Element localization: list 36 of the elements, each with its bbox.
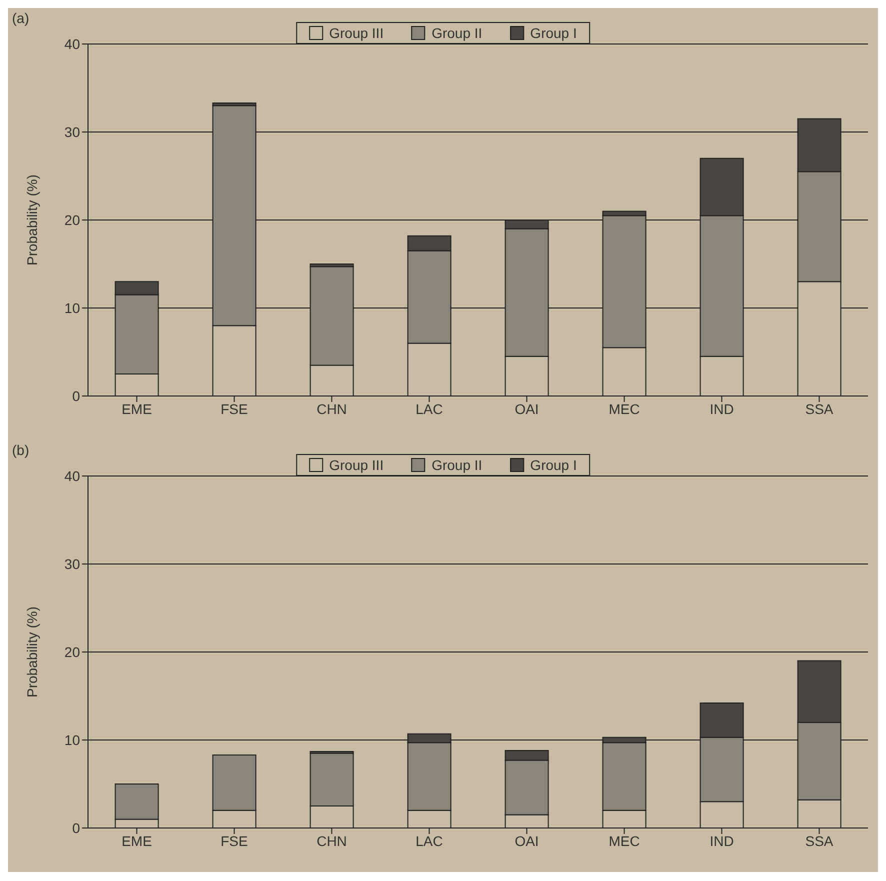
y-tick-label: 10 xyxy=(64,732,80,748)
legend-label: Group I xyxy=(529,25,577,41)
x-tick-label: CHN xyxy=(316,832,347,849)
legend-label: Group I xyxy=(529,457,577,473)
y-tick-label: 10 xyxy=(64,300,80,316)
x-tick-label: EME xyxy=(122,832,152,849)
legend-label: Group II xyxy=(430,457,482,473)
y-tick-label: 30 xyxy=(64,124,80,140)
legend-label: Group III xyxy=(328,457,384,473)
x-tick-label: IND xyxy=(710,400,734,417)
y-tick-label: 30 xyxy=(64,556,80,572)
legend-label: Group III xyxy=(328,25,384,41)
x-tick-label: SSA xyxy=(805,832,834,849)
y-axis-title: Probability (%) xyxy=(24,606,40,698)
x-tick-label: MEC xyxy=(608,400,640,417)
x-tick-label: OAI xyxy=(514,400,539,417)
x-tick-label: EME xyxy=(122,400,152,417)
y-axis-title: Probability (%) xyxy=(24,174,40,266)
x-tick-label: OAI xyxy=(514,832,539,849)
chart-title: (b) xyxy=(12,442,30,458)
y-tick-label: 0 xyxy=(72,388,80,404)
x-tick-label: FSE xyxy=(220,832,248,849)
x-tick-label: FSE xyxy=(220,400,248,417)
x-tick-label: CHN xyxy=(316,400,347,417)
x-tick-label: LAC xyxy=(416,832,443,849)
y-tick-label: 0 xyxy=(72,820,80,836)
x-tick-label: SSA xyxy=(805,400,834,417)
x-tick-label: MEC xyxy=(608,832,640,849)
y-tick-label: 20 xyxy=(64,212,80,228)
legend-label: Group II xyxy=(430,25,482,41)
chart-title: (a) xyxy=(12,10,30,26)
y-tick-label: 40 xyxy=(64,36,80,52)
y-tick-label: 40 xyxy=(64,468,80,484)
x-tick-label: LAC xyxy=(416,400,443,417)
y-tick-label: 20 xyxy=(64,644,80,660)
x-tick-label: IND xyxy=(710,832,734,849)
